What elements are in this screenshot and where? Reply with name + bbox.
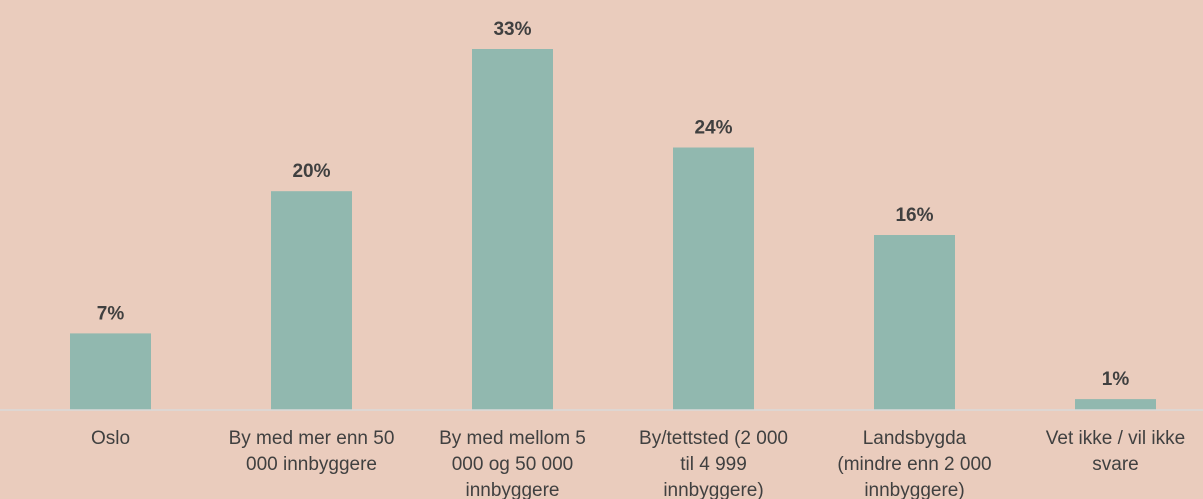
bar-1 <box>70 333 151 410</box>
bar-4 <box>673 147 754 410</box>
category-label-4: By/tettsted (2 000 til 4 999 innbyggere) <box>639 428 788 499</box>
category-label-line: Vet ikke / vil ikke <box>1046 428 1185 449</box>
category-label-line: 000 og 50 000 <box>452 454 574 475</box>
bars-layer <box>70 49 1156 410</box>
data-label-1: 7% <box>97 303 125 324</box>
category-label-6: Vet ikke / vil ikke svare <box>1046 428 1185 475</box>
bar-3 <box>472 49 553 410</box>
category-label-line: Landsbygda <box>863 428 967 449</box>
category-label-line: svare <box>1092 454 1138 475</box>
bar-2 <box>271 191 352 410</box>
category-label-line: By/tettsted (2 000 <box>639 428 788 449</box>
category-label-line: innbyggere) <box>663 480 763 499</box>
bar-6 <box>1075 399 1156 410</box>
category-label-line: By med mer enn 50 <box>229 428 395 449</box>
category-label-line: (mindre enn 2 000 <box>837 454 991 475</box>
category-label-line: innbyggere <box>465 480 559 499</box>
data-label-2: 20% <box>292 161 330 182</box>
category-label-5: Landsbygda (mindre enn 2 000 innbyggere) <box>837 428 991 499</box>
category-label-line: til 4 999 <box>680 454 747 475</box>
value-labels-layer: 7% 20% 33% 24% 16% 1% <box>97 19 1130 390</box>
data-label-6: 1% <box>1102 369 1130 390</box>
category-label-line: 000 innbyggere <box>246 454 377 475</box>
category-label-line: By med mellom 5 <box>439 428 586 449</box>
data-label-4: 24% <box>694 118 732 139</box>
category-label-1: Oslo <box>91 428 130 449</box>
category-label-line: innbyggere) <box>864 480 964 499</box>
data-label-3: 33% <box>493 19 531 40</box>
category-label-3: By med mellom 5 000 og 50 000 innbyggere <box>439 428 586 499</box>
data-label-5: 16% <box>895 205 933 226</box>
category-label-2: By med mer enn 50 000 innbyggere <box>229 428 395 475</box>
category-label-line: Oslo <box>91 428 130 449</box>
bar-5 <box>874 235 955 410</box>
